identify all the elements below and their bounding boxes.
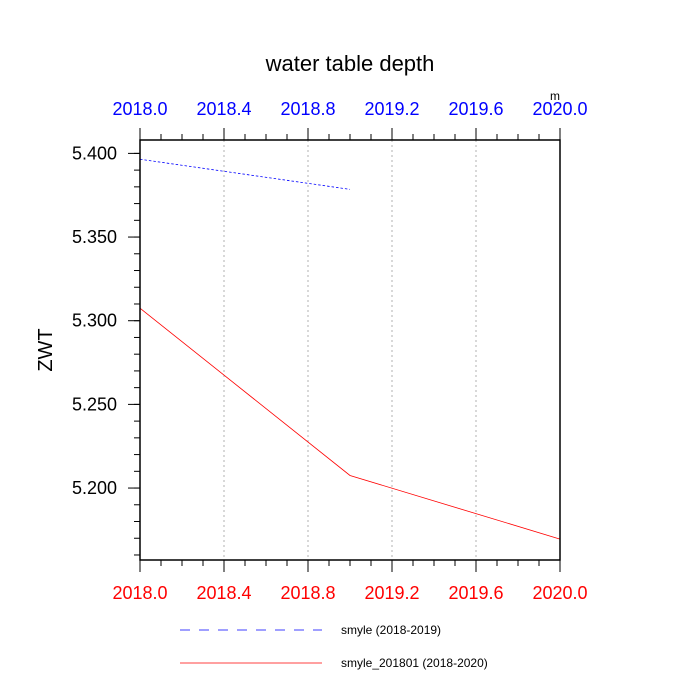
legend-label: smyle_201801 (2018-2020) [341,656,488,670]
bottom-x-tick-label: 2018.8 [280,583,335,603]
y-tick-label: 5.200 [72,478,117,498]
y-tick-label: 5.350 [72,227,117,247]
series-line [139,307,561,540]
bottom-x-tick-label: 2019.2 [364,583,419,603]
bottom-x-tick-label: 2020.0 [532,583,587,603]
top-x-tick-label: 2019.6 [448,99,503,119]
series-line [139,158,351,190]
bottom-x-tick-label: 2019.6 [448,583,503,603]
top-x-tick-label: 2019.2 [364,99,419,119]
y-axis-label: ZWT [35,328,57,371]
y-tick-label: 5.300 [72,311,117,331]
axis-layer: 2018.0 2018.4 2018.8 2019.2 2019.6 2020.0 2018… [72,99,588,603]
top-x-tick-label: 2018.4 [196,99,251,119]
bottom-x-tick-label: 2018.0 [112,583,167,603]
series-layer [139,158,561,540]
chart-title: water table depth [265,51,435,76]
grid-layer [223,140,477,560]
bottom-x-tick-label: 2018.4 [196,583,251,603]
legend: smyle (2018-2019) smyle_201801 (2018-2020… [180,623,488,670]
y-tick-label: 5.400 [72,143,117,163]
legend-label: smyle (2018-2019) [341,623,441,637]
units-label: m [550,89,560,103]
plot-frame [139,139,561,561]
top-x-tick-label: 2020.0 [532,99,587,119]
top-x-tick-label: 2018.0 [112,99,167,119]
top-x-tick-label: 2018.8 [280,99,335,119]
y-tick-label: 5.250 [72,394,117,414]
